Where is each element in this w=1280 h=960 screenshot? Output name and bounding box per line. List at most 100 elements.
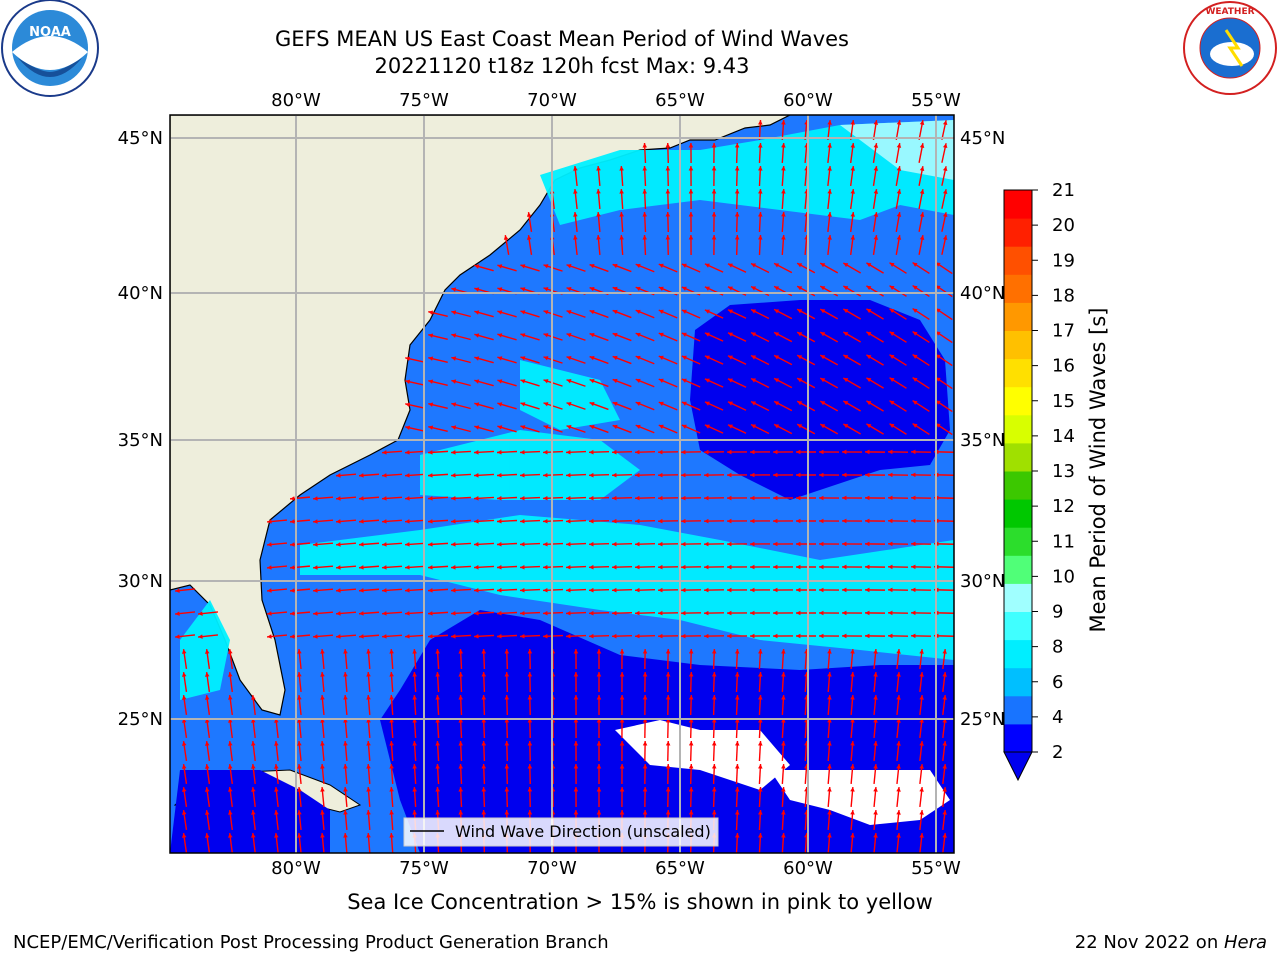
wave-arrow-head (850, 787, 855, 792)
wave-arrow-head (382, 450, 387, 455)
wave-arrow-head (405, 519, 410, 524)
wave-arrow-head (681, 309, 687, 314)
wave-arrow-head (750, 449, 755, 455)
wave-arrow-head (497, 333, 503, 338)
wave-arrow-head (658, 587, 663, 593)
wave-arrow-head (274, 787, 279, 792)
wave-arrow-head (843, 354, 849, 360)
colorbar-segment (1004, 246, 1032, 275)
wave-arrow-head (589, 633, 594, 639)
wave-arrow-head (727, 401, 733, 406)
wave-arrow-head (919, 718, 924, 723)
wave-arrow-head (382, 473, 387, 478)
wave-arrow-head (704, 495, 709, 501)
wave-arrow-head (919, 235, 925, 240)
wave-arrow-head (612, 610, 617, 616)
wave-arrow-head (919, 695, 924, 700)
wave-arrow-head (704, 332, 710, 337)
wave-arrow-head (320, 695, 325, 700)
wave-arrow-head (896, 672, 901, 677)
wave-direction-arrows (174, 119, 954, 853)
wave-arrow-head (181, 810, 187, 815)
wave-arrow-head (405, 611, 410, 616)
lat-tick: 35°N (960, 430, 1005, 451)
wave-arrow-head (774, 378, 780, 383)
wave-arrow-head (566, 633, 571, 639)
wave-arrow-head (781, 787, 786, 792)
wave-arrow-head (889, 262, 895, 267)
wave-arrow-head (942, 189, 948, 195)
lon-tick: 55°W (911, 858, 961, 879)
wave-arrow-head (589, 263, 595, 269)
wave-arrow-head (781, 764, 786, 769)
wave-arrow-head (774, 401, 780, 406)
wave-arrow-head (688, 235, 694, 240)
wave-arrow-head (336, 588, 341, 593)
wave-arrow-head (919, 764, 924, 769)
wave-arrow-head (896, 787, 901, 792)
footer-credit: NCEP/EMC/Verification Post Processing Pr… (13, 932, 609, 953)
wave-arrow-head (688, 787, 694, 792)
wave-arrow-head (797, 286, 803, 291)
colorbar-tick-label: 14 (1052, 426, 1075, 447)
wave-arrow-head (474, 287, 480, 292)
wave-arrow-head (797, 332, 803, 337)
wave-arrow-head (589, 355, 595, 361)
lat-labels-left: 45°N 40°N 35°N 30°N 25°N (118, 128, 163, 730)
wave-arrow-head (797, 355, 803, 360)
wave-arrow-head (866, 308, 872, 314)
colorbar-tick-label: 18 (1052, 285, 1075, 306)
wave-arrow-head (573, 166, 578, 171)
wave-arrow-head (688, 764, 694, 769)
wave-arrow-head (635, 309, 641, 315)
wave-arrow-head (366, 649, 371, 654)
wave-arrow-head (819, 587, 824, 593)
wave-arrow-head (711, 649, 717, 654)
wave-arrow-head (596, 810, 602, 815)
map-frame (169, 114, 955, 854)
wave-arrow-head (458, 764, 463, 769)
wave-arrow-head (774, 309, 780, 314)
wave-arrow-head (919, 649, 924, 654)
wave-arrow-head (704, 286, 710, 291)
wave-arrow-head (290, 542, 295, 547)
wave-arrow-head (267, 588, 272, 593)
wave-arrow-head (873, 787, 878, 792)
wave-arrow-head (589, 587, 594, 593)
wave-arrow-head (543, 379, 549, 384)
wave-arrow-head (619, 718, 625, 723)
wave-arrow-head (758, 649, 763, 654)
colorbar-tick-label: 12 (1052, 496, 1075, 517)
wave-arrow-head (796, 587, 801, 593)
wave-arrow-head (297, 741, 302, 746)
wave-arrow-head (750, 633, 755, 639)
wave-arrow-head (635, 355, 641, 361)
wave-arrow-head (704, 424, 710, 429)
wave-arrow-head (527, 764, 533, 769)
gridlines (170, 115, 954, 853)
wave-arrow-head (635, 472, 640, 478)
lon-tick: 70°W (527, 90, 577, 111)
wave-arrow-head (642, 166, 648, 171)
wave-arrow-head (942, 764, 947, 769)
wave-arrow-head (751, 332, 757, 337)
wave-arrow-head (359, 634, 364, 639)
wave-arrow-head (451, 565, 456, 570)
lon-tick: 70°W (527, 858, 577, 879)
wave-arrow-head (619, 695, 625, 700)
wave-arrow-head (796, 610, 801, 616)
wave-arrow-head (942, 833, 947, 838)
wave-arrow-head (451, 287, 457, 292)
wave-arrow-head (796, 541, 801, 547)
wave-arrow-head (596, 212, 601, 217)
wave-arrow-head (665, 212, 671, 217)
wave-arrow-head (750, 541, 755, 547)
wave-arrow-head (819, 541, 824, 547)
wave-arrow-head (911, 449, 916, 455)
wave-arrow-head (405, 379, 411, 385)
lat-tick: 45°N (118, 128, 163, 149)
wave-arrow-head (428, 473, 433, 478)
wave-arrow-head (366, 718, 371, 723)
wave-arrow-head (481, 787, 487, 792)
wave-arrow-head (412, 695, 417, 700)
